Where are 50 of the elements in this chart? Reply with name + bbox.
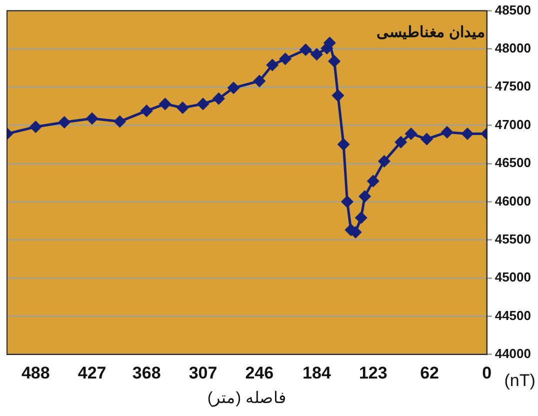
point xyxy=(359,190,371,202)
text: (nT) xyxy=(504,371,536,390)
y-tick-label: 44500 xyxy=(494,308,532,323)
point xyxy=(159,98,171,110)
point xyxy=(355,212,367,224)
point xyxy=(30,121,42,133)
x-axis-title: فاصله (متر) xyxy=(207,390,286,407)
point xyxy=(114,116,126,128)
point xyxy=(338,138,350,150)
point xyxy=(197,98,209,110)
x-tick-label: 427 xyxy=(78,363,106,382)
y-tick-label: 48000 xyxy=(494,40,532,56)
point xyxy=(378,155,390,167)
point xyxy=(280,53,292,65)
y-tick-label: 45500 xyxy=(494,231,532,246)
point xyxy=(310,48,322,60)
y-tick-label: 44000 xyxy=(494,346,532,361)
x-tick-label: 307 xyxy=(188,363,218,382)
point xyxy=(341,196,353,208)
point xyxy=(266,59,278,71)
point xyxy=(332,90,344,102)
y-tick-label: 46000 xyxy=(494,193,532,208)
x-tick-label: 184 xyxy=(302,363,332,382)
y-axis-title: ميدان مغناطيسی xyxy=(376,24,485,41)
point xyxy=(300,44,312,56)
y-tick-label: 48500 xyxy=(494,2,532,18)
point xyxy=(405,128,417,140)
y-tick-label: 45000 xyxy=(494,270,532,285)
point xyxy=(140,105,152,117)
point xyxy=(395,136,407,148)
point xyxy=(441,126,453,138)
point xyxy=(176,102,188,114)
x-tick-label: 62 xyxy=(420,363,439,382)
point xyxy=(421,133,433,145)
point xyxy=(212,92,224,104)
y-tick-label: 46500 xyxy=(494,155,532,170)
x-tick-label: 246 xyxy=(245,363,274,382)
x-tick-label: 488 xyxy=(21,363,50,382)
point xyxy=(228,82,240,94)
y-tick-label: 47000 xyxy=(494,116,532,132)
x-tick-label: 123 xyxy=(358,363,388,382)
y-tick-label: 47500 xyxy=(494,78,532,94)
point xyxy=(328,55,340,67)
point xyxy=(462,128,474,140)
point xyxy=(254,75,266,87)
x-tick-label: 0 xyxy=(482,363,492,382)
point xyxy=(86,112,98,124)
point xyxy=(367,175,379,187)
x-tick-label: 368 xyxy=(132,363,161,382)
point xyxy=(58,116,70,128)
